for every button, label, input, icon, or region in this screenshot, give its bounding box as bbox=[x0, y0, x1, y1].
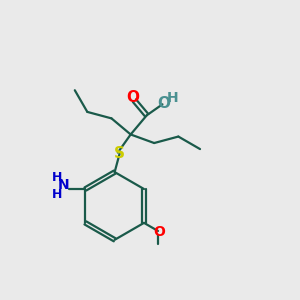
Text: H: H bbox=[167, 91, 178, 105]
Text: H: H bbox=[52, 188, 62, 201]
Text: O: O bbox=[127, 90, 140, 105]
Text: H: H bbox=[52, 171, 62, 184]
Text: S: S bbox=[114, 146, 125, 161]
Text: O: O bbox=[154, 225, 165, 238]
Text: O: O bbox=[157, 96, 170, 111]
Text: N: N bbox=[58, 178, 70, 193]
